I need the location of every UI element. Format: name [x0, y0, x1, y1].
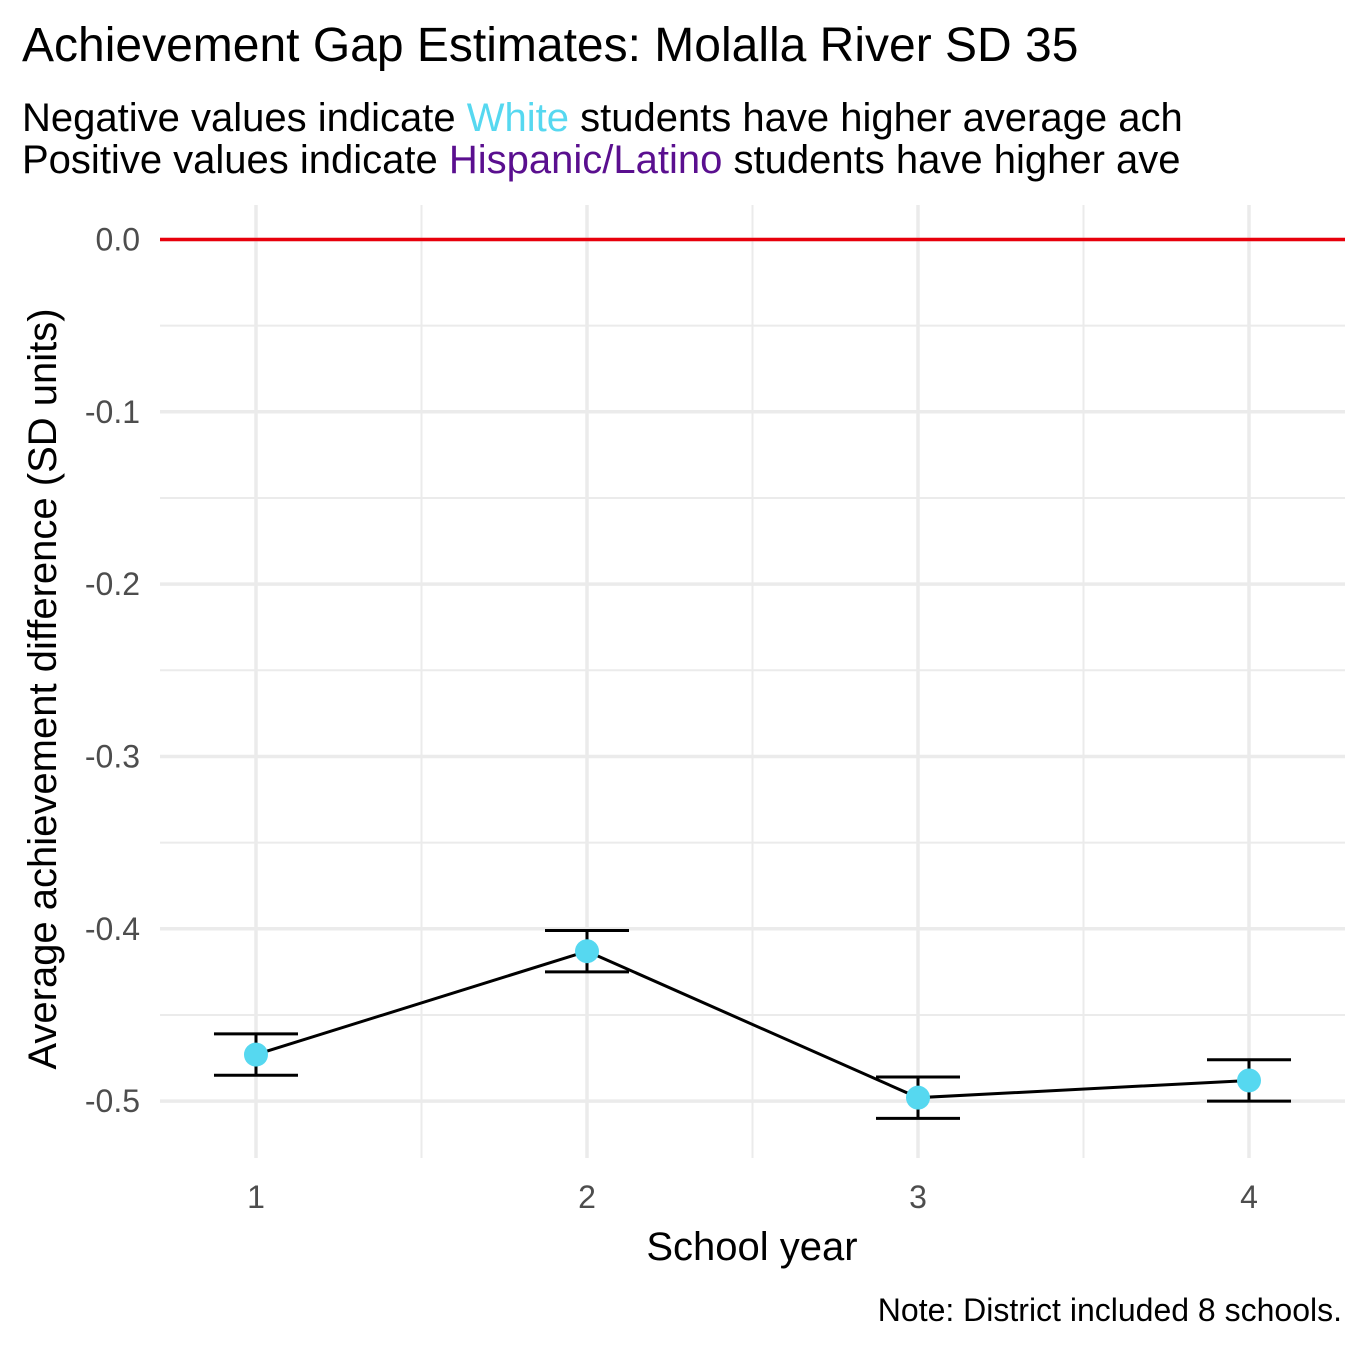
y-tick-label: -0.1 [85, 394, 140, 430]
minor-grid [160, 205, 1345, 1158]
y-axis-title: Average achievement difference (SD units… [21, 308, 65, 1069]
x-axis-ticks: 1 2 3 4 [247, 1179, 1258, 1215]
x-tick-label: 3 [909, 1179, 927, 1215]
y-tick-label: -0.2 [85, 566, 140, 602]
data-point [1237, 1068, 1262, 1093]
x-tick-label: 4 [1240, 1179, 1258, 1215]
data-points [243, 939, 1262, 1110]
subtitle-line-1: Negative values indicate White students … [22, 96, 1183, 140]
y-tick-label: -0.3 [85, 738, 140, 774]
subtitle-line-2: Positive values indicate Hispanic/Latino… [22, 138, 1181, 182]
subtitle-white-highlight: White [466, 96, 569, 140]
y-tick-label: -0.4 [85, 911, 140, 947]
x-tick-label: 1 [247, 1179, 265, 1215]
subtitle-line-2-suffix: students have higher ave [722, 138, 1181, 182]
data-point [574, 939, 599, 964]
y-axis-ticks: 0.0 -0.1 -0.2 -0.3 -0.4 -0.5 [85, 221, 140, 1119]
x-tick-label: 2 [578, 1179, 596, 1215]
y-tick-label: -0.5 [85, 1083, 140, 1119]
series-line [255, 949, 1250, 1100]
chart-title: Achievement Gap Estimates: Molalla River… [22, 19, 1079, 72]
y-tick-label: 0.0 [96, 221, 140, 257]
subtitle-line-2-prefix: Positive values indicate [22, 138, 449, 182]
caption-note: Note: District included 8 schools. [877, 1292, 1342, 1328]
subtitle-line-1-prefix: Negative values indicate [22, 96, 467, 140]
subtitle-hispanic-highlight: Hispanic/Latino [448, 138, 723, 182]
subtitle-line-1-suffix: students have higher average ach [568, 96, 1183, 140]
data-point [243, 1042, 268, 1067]
data-point [906, 1085, 931, 1110]
series-polyline [255, 949, 1250, 1100]
x-axis-title: School year [646, 1225, 857, 1269]
